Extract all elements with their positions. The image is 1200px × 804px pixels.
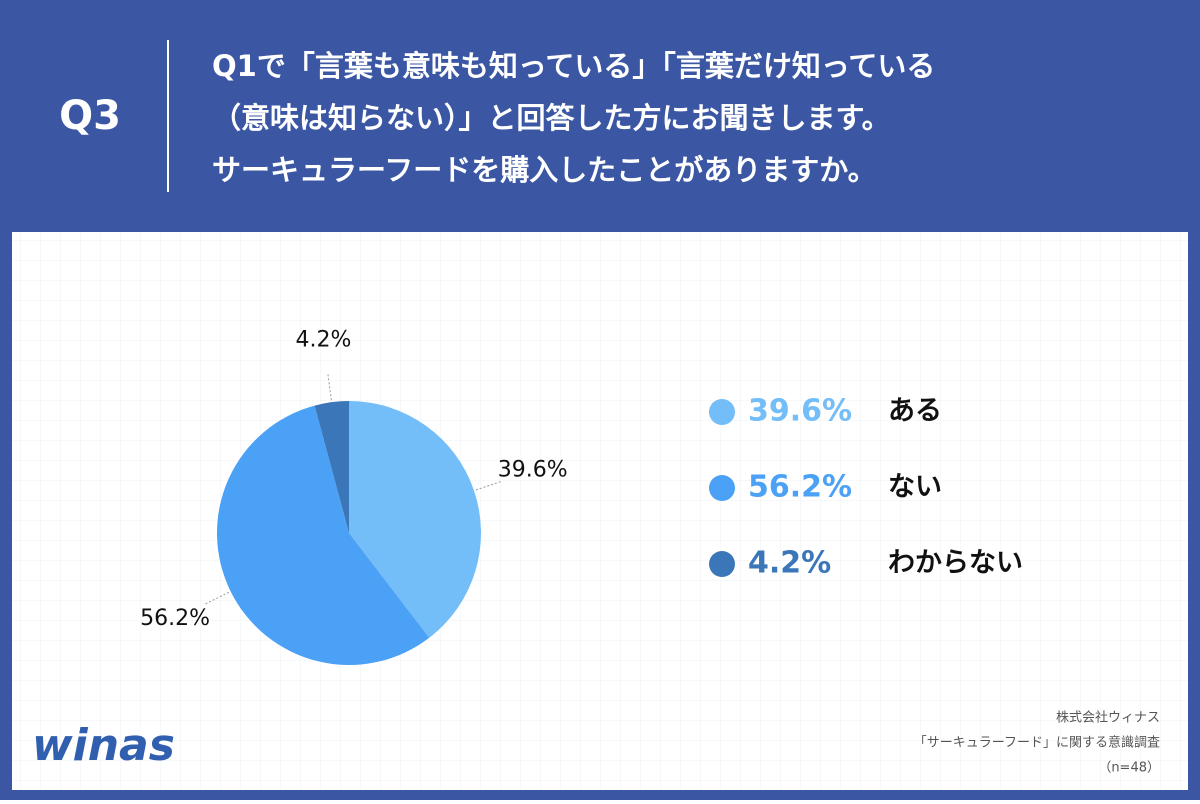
- footer-line: 株式会社ウィナス: [1056, 710, 1160, 726]
- data-label: 4.2%: [296, 328, 352, 353]
- legend-dot: [709, 475, 735, 501]
- leader-line: [203, 591, 230, 606]
- legend-label: ある: [888, 396, 942, 427]
- legend-dot: [709, 551, 735, 577]
- pie-slice: [217, 405, 430, 665]
- legend-value: 56.2%: [748, 470, 852, 505]
- footer-line: 「サーキュラーフード」に関する意識調査: [914, 735, 1160, 751]
- data-label: 56.2%: [140, 606, 210, 631]
- logo: winas: [32, 720, 175, 771]
- data-label: 39.6%: [498, 458, 568, 483]
- legend-dot: [709, 399, 735, 425]
- legend-value: 4.2%: [748, 546, 831, 581]
- footer-line: （n=48）: [1098, 761, 1160, 776]
- panel-grid: [12, 232, 1188, 790]
- question-line: サーキュラーフードを購入したことがありますか。: [212, 153, 877, 187]
- legend-value: 39.6%: [748, 394, 852, 429]
- question-line: Q1で「言葉も意味も知っている」「言葉だけ知っている: [212, 49, 935, 83]
- legend-label: ない: [888, 472, 942, 503]
- question-number: Q3: [59, 93, 121, 139]
- legend-label: わからない: [888, 548, 1023, 579]
- question-line: （意味は知らない）」と回答した方にお聞きします。: [212, 101, 891, 135]
- pie-slice: [349, 401, 482, 638]
- leader-line: [327, 372, 332, 401]
- leader-line: [475, 480, 503, 491]
- pie-slice: [314, 401, 349, 533]
